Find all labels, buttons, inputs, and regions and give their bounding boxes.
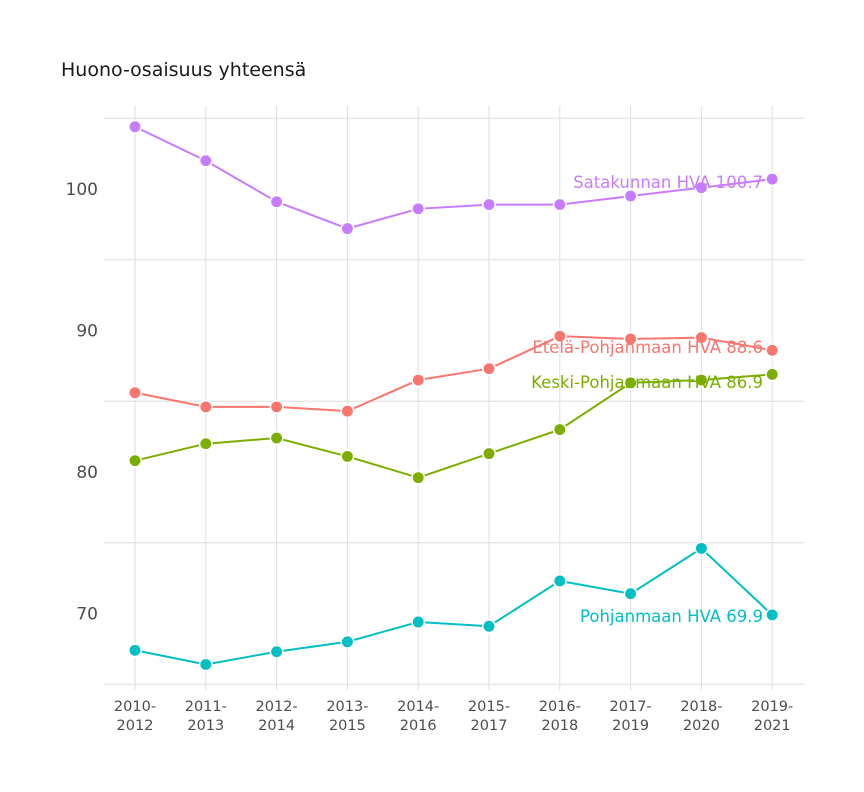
data-point (198, 436, 213, 451)
data-point (623, 375, 638, 390)
x-tick-label: 2019-2021 (751, 699, 793, 734)
y-tick-label: 90 (76, 322, 98, 342)
x-tick-label: 2016-2018 (539, 699, 581, 734)
data-point (198, 153, 213, 168)
series-lines (128, 119, 780, 672)
series-line (134, 547, 773, 666)
x-tick-label: 2015-2017 (468, 699, 510, 734)
data-point (765, 367, 780, 382)
series-label: Satakunnan HVA 100.7 (573, 173, 763, 192)
x-tick-label: 2018-2020 (680, 699, 722, 734)
data-point (482, 446, 496, 461)
data-point (340, 221, 355, 236)
data-point (552, 329, 567, 344)
data-point (482, 197, 496, 212)
data-point (552, 574, 567, 588)
data-point (623, 189, 638, 204)
x-tick-label: 2011-2013 (185, 699, 227, 734)
x-axis: 2010-2012 2011-2013 2012-2014 2013-2015 2014… (114, 699, 793, 734)
data-point (411, 470, 426, 485)
data-point (694, 180, 709, 195)
data-point (269, 431, 284, 445)
chart-title: Huono-osaisuus yhteensä (61, 59, 306, 81)
data-point (340, 634, 355, 649)
data-point (198, 399, 213, 414)
series-line (134, 125, 773, 230)
y-axis: 70 80 90 100 (66, 180, 98, 625)
data-point (552, 422, 567, 437)
series-satakunnan-hva (128, 119, 780, 236)
data-point (482, 619, 496, 634)
data-point (128, 453, 142, 468)
data-point (128, 119, 142, 134)
data-point (411, 201, 426, 216)
data-point (694, 330, 709, 345)
x-tick-label: 2010-2012 (114, 699, 156, 734)
data-point (765, 343, 780, 358)
data-point (765, 607, 780, 622)
data-point (269, 644, 284, 659)
data-point (269, 399, 284, 414)
x-tick-label: 2017-2019 (610, 699, 652, 734)
data-point (623, 332, 638, 346)
data-point (765, 172, 780, 187)
y-tick-label: 80 (76, 463, 98, 483)
series-label: Keski-Pohjanmaan HVA 86.9 (531, 373, 763, 392)
data-point (411, 615, 426, 629)
series-etel-pohjanmaan-hva (128, 329, 780, 419)
series-label: Pohjanmaan HVA 69.9 (580, 607, 763, 626)
data-point (623, 586, 638, 601)
data-point (128, 643, 142, 658)
y-tick-label: 70 (76, 605, 98, 625)
x-tick-label: 2014-2016 (397, 699, 439, 734)
series-keski-pohjanmaan-hva (128, 367, 780, 485)
x-tick-label: 2013-2015 (326, 699, 368, 734)
series-line (134, 373, 773, 479)
data-point (340, 449, 355, 464)
data-point (198, 657, 213, 672)
data-point (552, 197, 567, 212)
series-pohjanmaan-hva (128, 541, 780, 672)
data-point (340, 404, 355, 419)
data-point (694, 541, 709, 556)
data-point (482, 361, 496, 376)
series-labels: Satakunnan HVA 100.7 Etelä-Pohjanmaan HVA… (531, 173, 763, 626)
series-line (134, 335, 773, 413)
data-point (269, 194, 284, 209)
data-point (411, 373, 426, 387)
x-tick-label: 2012-2014 (256, 699, 298, 734)
y-tick-label: 100 (66, 180, 98, 200)
data-point (128, 385, 142, 400)
data-point (694, 373, 709, 387)
series-label: Etelä-Pohjanmaan HVA 88.6 (532, 338, 763, 357)
